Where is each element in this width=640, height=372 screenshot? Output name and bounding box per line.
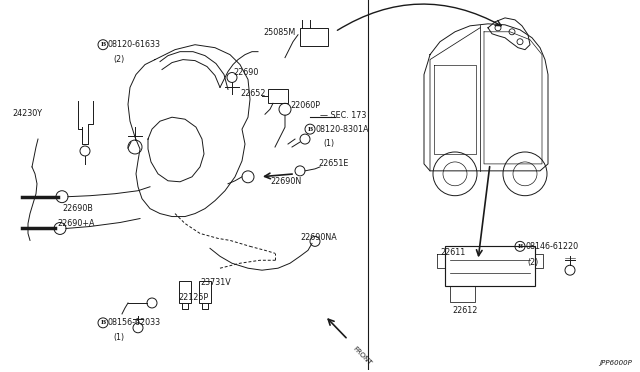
Text: (2): (2) (113, 55, 124, 64)
Text: 22612: 22612 (452, 306, 477, 315)
Text: 08146-61220: 08146-61220 (525, 243, 578, 251)
Text: 22125P: 22125P (178, 293, 208, 302)
Bar (300, 28, 328, 46)
Text: 22690B: 22690B (62, 203, 93, 213)
Text: 08120-8301A: 08120-8301A (315, 125, 369, 134)
Text: 22690: 22690 (233, 68, 259, 77)
Text: — SEC. 173: — SEC. 173 (320, 111, 366, 120)
Text: 08120-61633: 08120-61633 (108, 40, 161, 49)
Text: JPP6000P: JPP6000P (599, 360, 632, 366)
Text: B: B (307, 126, 312, 132)
Text: 23731V: 23731V (200, 278, 231, 287)
Text: (1): (1) (113, 333, 124, 342)
Text: (2): (2) (527, 258, 538, 267)
Text: 22060P: 22060P (290, 101, 320, 110)
Text: 22690N: 22690N (270, 177, 301, 186)
Text: 22652: 22652 (240, 89, 266, 99)
Text: B: B (517, 244, 523, 249)
Bar (199, 281, 211, 303)
Text: B: B (100, 42, 106, 47)
Text: 22651E: 22651E (318, 159, 348, 168)
Text: 24230Y: 24230Y (12, 109, 42, 118)
Text: 22611: 22611 (440, 248, 465, 257)
Bar (268, 89, 288, 103)
Text: (1): (1) (323, 139, 334, 148)
Text: 25085M: 25085M (263, 28, 295, 37)
Text: 22690+A: 22690+A (57, 218, 95, 228)
Text: 08156-62033: 08156-62033 (108, 318, 161, 327)
Bar (450, 286, 475, 302)
Text: 22690NA: 22690NA (300, 234, 337, 243)
Text: FRONT: FRONT (352, 346, 373, 367)
Text: B: B (100, 320, 106, 326)
Bar (179, 281, 191, 303)
